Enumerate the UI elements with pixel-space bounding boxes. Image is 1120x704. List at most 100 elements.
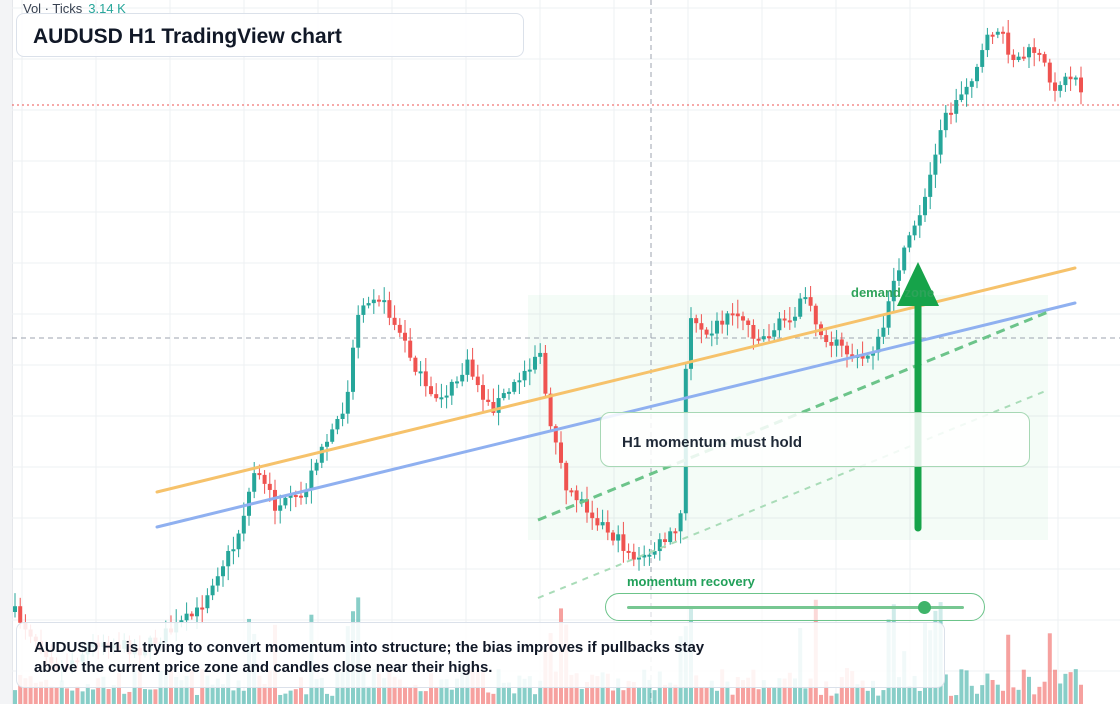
volume-bar [1011, 687, 1016, 704]
candle-body [621, 534, 626, 551]
volume-bar [236, 680, 241, 704]
candle-body [569, 490, 574, 493]
candle-body [642, 554, 647, 558]
volume-bar [241, 690, 246, 704]
volume-bar [735, 676, 740, 704]
volume-bar [673, 684, 678, 704]
volume-bar [574, 673, 579, 704]
candle-body [1001, 31, 1005, 34]
volume-bar [964, 670, 969, 704]
candle-body [954, 100, 959, 114]
candle-body [860, 355, 865, 359]
volume-bar [293, 689, 298, 704]
candle-body [574, 490, 579, 501]
candle-body [907, 235, 912, 248]
volume-bar [767, 687, 771, 704]
candle-body [356, 314, 361, 348]
candle-body [257, 473, 262, 476]
volume-bar [652, 690, 657, 704]
candle-body [377, 299, 381, 302]
volume-bar [179, 680, 184, 704]
candle-body [512, 381, 517, 392]
volume-bar [741, 680, 745, 704]
momentum-callout-text: H1 momentum must hold [622, 434, 803, 451]
volume-bar [39, 681, 43, 704]
candle-body [813, 305, 818, 325]
page-title: AUDUSD H1 TradingView chart [33, 25, 342, 48]
volume-bar [595, 676, 600, 704]
candle-body [917, 215, 922, 226]
candle-body [689, 318, 693, 369]
candle-body [455, 381, 459, 384]
volume-legend-value: 3.14 K [88, 1, 126, 16]
candle-body [288, 495, 293, 498]
volume-bar [221, 684, 225, 704]
candle-body [1058, 85, 1063, 91]
candle-body [647, 554, 652, 557]
candle-body [803, 297, 808, 300]
candle-body [891, 280, 896, 302]
candle-body [699, 323, 704, 330]
volume-bar [49, 686, 54, 704]
candle-body [975, 66, 979, 82]
volume-bar [527, 676, 532, 704]
candle-body [808, 297, 813, 306]
volume-bar [611, 690, 615, 704]
candle-body [756, 338, 761, 341]
candle-body [210, 585, 215, 596]
volume-bar [262, 683, 267, 704]
volume-bar [23, 678, 28, 704]
volume-bar [605, 673, 610, 704]
volume-bar [907, 685, 912, 704]
momentum-slider-rail[interactable] [627, 606, 964, 609]
candle-body [1037, 52, 1042, 55]
volume-bar [663, 684, 667, 704]
candle-body [13, 606, 17, 612]
candle-body [309, 470, 314, 490]
volume-bar [782, 678, 787, 704]
candle-body [543, 352, 548, 394]
candle-body [600, 522, 605, 526]
volume-bar [777, 678, 782, 704]
candle-body [429, 386, 433, 395]
candle-body [470, 359, 475, 377]
candle-body [928, 174, 933, 197]
volume-bar [616, 678, 621, 704]
candle-body [616, 534, 621, 541]
volume-bar [28, 676, 33, 704]
candle-body [475, 376, 480, 386]
candle-body [943, 112, 948, 131]
volume-bar [408, 687, 413, 704]
candle-body [221, 566, 225, 577]
candle-body [637, 557, 641, 560]
candle-body [793, 316, 797, 321]
volume-bar [444, 679, 449, 704]
candle-body [720, 320, 725, 325]
volume-bar [330, 695, 335, 704]
candle-body [340, 413, 345, 419]
volume-bar [54, 687, 59, 704]
candle-body [964, 86, 969, 95]
candle-body [787, 320, 792, 323]
candle-body [283, 497, 288, 506]
volume-bar [954, 695, 959, 704]
candle-body [969, 81, 974, 87]
candle-body [382, 300, 387, 303]
candle-body [611, 532, 615, 541]
momentum-slider[interactable] [605, 593, 985, 621]
candle-body [439, 397, 444, 400]
volume-bar [96, 678, 101, 704]
candle-body [709, 333, 714, 336]
volume-bar [106, 688, 111, 704]
volume-bar [637, 687, 641, 704]
volume-bar [174, 676, 179, 704]
candle-body [564, 462, 569, 491]
volume-bar [1063, 673, 1068, 704]
slider-knob-icon[interactable] [917, 601, 931, 614]
candle-body [18, 606, 23, 623]
volume-bar [91, 689, 95, 704]
candle-body [767, 336, 771, 339]
volume-bar [195, 694, 199, 704]
candle-body [652, 551, 657, 555]
candle-body [304, 489, 309, 498]
